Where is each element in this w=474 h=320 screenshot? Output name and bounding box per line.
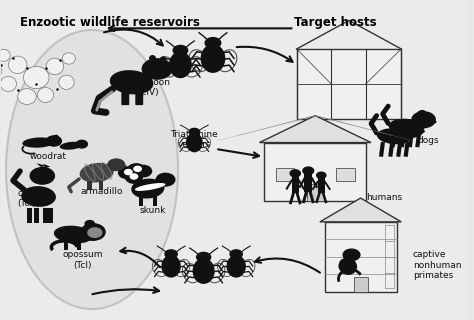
Circle shape: [126, 172, 142, 183]
Bar: [276, 168, 294, 181]
Text: opossum
(TcI): opossum (TcI): [63, 251, 103, 270]
Ellipse shape: [186, 133, 203, 152]
Ellipse shape: [338, 258, 357, 275]
Circle shape: [189, 128, 200, 136]
Text: captive
nonhuman
primates: captive nonhuman primates: [413, 251, 461, 280]
Circle shape: [134, 166, 141, 172]
Bar: [325, 222, 397, 292]
Polygon shape: [43, 164, 50, 168]
Circle shape: [128, 164, 145, 175]
Text: woodrat: woodrat: [29, 152, 66, 161]
Ellipse shape: [54, 135, 59, 139]
Ellipse shape: [406, 119, 413, 124]
Bar: [318, 178, 325, 193]
Ellipse shape: [59, 75, 74, 89]
Text: coyote
(TcI): coyote (TcI): [18, 188, 48, 208]
Ellipse shape: [118, 164, 127, 167]
Circle shape: [303, 167, 314, 174]
Bar: [48, 208, 53, 223]
Circle shape: [205, 38, 221, 48]
Ellipse shape: [6, 30, 178, 309]
Text: raccoon
(TcIV): raccoon (TcIV): [134, 77, 170, 97]
Circle shape: [88, 228, 102, 237]
Ellipse shape: [192, 258, 215, 284]
Bar: [43, 208, 48, 223]
Bar: [153, 196, 157, 206]
Ellipse shape: [227, 255, 246, 278]
Circle shape: [401, 121, 424, 137]
Circle shape: [290, 170, 301, 177]
Bar: [336, 168, 355, 181]
Ellipse shape: [161, 255, 181, 278]
Circle shape: [125, 170, 132, 175]
Ellipse shape: [377, 128, 411, 144]
Ellipse shape: [201, 44, 225, 73]
Bar: [264, 142, 366, 201]
Ellipse shape: [44, 173, 54, 177]
Text: dogs: dogs: [418, 136, 439, 145]
Ellipse shape: [131, 179, 164, 198]
Ellipse shape: [418, 110, 425, 114]
Polygon shape: [259, 116, 371, 142]
Circle shape: [343, 249, 360, 260]
Circle shape: [156, 173, 175, 186]
Bar: [64, 242, 68, 251]
Circle shape: [118, 167, 135, 178]
Circle shape: [165, 250, 177, 258]
Bar: [99, 180, 103, 190]
Bar: [297, 49, 401, 119]
Polygon shape: [36, 163, 47, 167]
Ellipse shape: [169, 52, 192, 78]
Ellipse shape: [62, 53, 75, 64]
Ellipse shape: [0, 65, 2, 78]
Bar: [307, 184, 324, 201]
Ellipse shape: [389, 119, 423, 135]
Ellipse shape: [0, 76, 17, 92]
Ellipse shape: [0, 49, 10, 61]
Bar: [304, 173, 312, 192]
Bar: [77, 242, 82, 251]
Text: Enzootic wildlife reservoirs: Enzootic wildlife reservoirs: [20, 16, 200, 29]
Ellipse shape: [54, 226, 93, 244]
Text: skunk: skunk: [139, 206, 166, 215]
Ellipse shape: [18, 89, 36, 105]
Text: armadillo: armadillo: [80, 187, 123, 196]
Circle shape: [30, 168, 55, 184]
Text: humans: humans: [366, 193, 402, 202]
Ellipse shape: [37, 87, 54, 102]
Polygon shape: [320, 198, 401, 222]
Circle shape: [76, 140, 87, 148]
Circle shape: [197, 252, 210, 262]
Ellipse shape: [160, 56, 167, 63]
Bar: [34, 208, 38, 223]
Bar: [27, 208, 32, 223]
Ellipse shape: [80, 163, 114, 182]
Text: Target hosts: Target hosts: [294, 16, 377, 29]
Bar: [354, 277, 367, 292]
Ellipse shape: [9, 56, 27, 74]
Circle shape: [130, 174, 137, 179]
Circle shape: [81, 224, 105, 240]
Ellipse shape: [416, 130, 425, 133]
Circle shape: [142, 59, 172, 79]
Circle shape: [46, 136, 61, 146]
Ellipse shape: [46, 58, 64, 75]
Circle shape: [317, 172, 326, 179]
Ellipse shape: [110, 70, 154, 94]
Ellipse shape: [24, 67, 49, 89]
Circle shape: [412, 112, 435, 128]
Bar: [292, 176, 299, 193]
Ellipse shape: [21, 186, 56, 207]
FancyBboxPatch shape: [121, 91, 129, 105]
Ellipse shape: [149, 55, 156, 61]
Bar: [87, 180, 91, 190]
Circle shape: [85, 220, 94, 227]
Circle shape: [135, 165, 152, 177]
FancyBboxPatch shape: [135, 91, 143, 105]
Ellipse shape: [427, 120, 437, 124]
Ellipse shape: [60, 142, 82, 150]
Circle shape: [230, 250, 242, 258]
Circle shape: [173, 45, 188, 55]
Circle shape: [108, 159, 125, 171]
